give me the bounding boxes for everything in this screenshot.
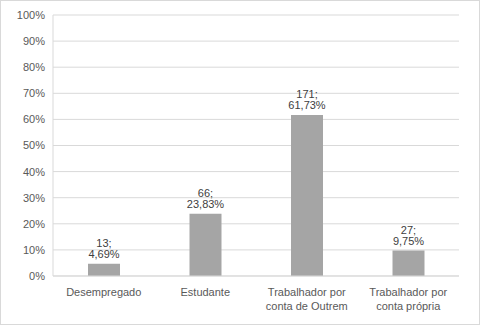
svg-text:20%: 20%: [23, 218, 45, 230]
svg-text:13;4,69%: 13;4,69%: [88, 237, 119, 260]
svg-text:66;23,83%: 66;23,83%: [187, 187, 225, 210]
svg-text:171;61,73%: 171;61,73%: [288, 88, 326, 111]
svg-text:27;9,75%: 27;9,75%: [393, 224, 424, 247]
svg-text:100%: 100%: [17, 9, 45, 21]
svg-text:60%: 60%: [23, 113, 45, 125]
svg-text:90%: 90%: [23, 35, 45, 47]
svg-text:70%: 70%: [23, 87, 45, 99]
svg-text:Trabalhador porconta própria: Trabalhador porconta própria: [369, 286, 447, 312]
svg-text:0%: 0%: [29, 270, 45, 282]
svg-text:30%: 30%: [23, 192, 45, 204]
svg-text:Desempregado: Desempregado: [66, 286, 141, 298]
svg-text:50%: 50%: [23, 139, 45, 151]
svg-text:80%: 80%: [23, 61, 45, 73]
svg-text:10%: 10%: [23, 244, 45, 256]
svg-text:40%: 40%: [23, 166, 45, 178]
svg-text:Trabalhador porconta de Outrem: Trabalhador porconta de Outrem: [266, 286, 348, 312]
svg-text:Estudante: Estudante: [180, 286, 230, 298]
